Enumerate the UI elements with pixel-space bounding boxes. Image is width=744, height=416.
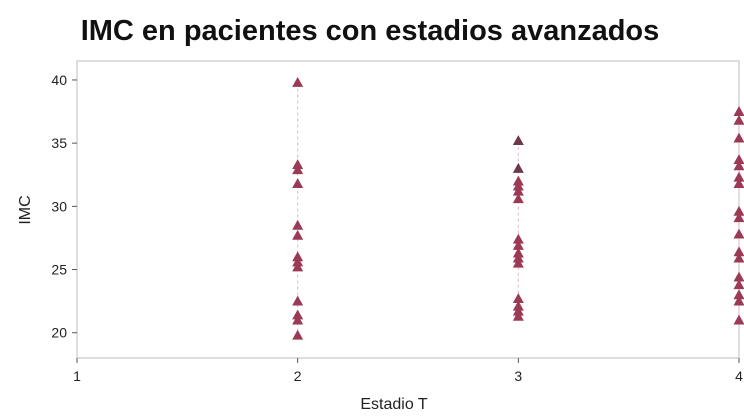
- data-point: [292, 256, 304, 267]
- data-point: [512, 247, 524, 258]
- data-point: [292, 329, 304, 340]
- chart-title: IMC en pacientes con estadios avanzados: [81, 15, 660, 47]
- y-tick-label: 40: [51, 72, 67, 88]
- data-point: [733, 114, 744, 125]
- data-point: [292, 261, 304, 272]
- data-point: [512, 175, 524, 186]
- data-point: [512, 252, 524, 263]
- data-point: [733, 205, 744, 216]
- data-point: [733, 154, 744, 164]
- data-point: [292, 251, 304, 262]
- data-points: [292, 76, 744, 340]
- data-point: [292, 295, 304, 306]
- data-point: [292, 309, 304, 320]
- data-point: [733, 271, 744, 282]
- data-point: [292, 178, 304, 188]
- data-point: [733, 246, 744, 257]
- data-point: [733, 212, 744, 223]
- data-point: [292, 229, 304, 240]
- y-tick-label: 30: [51, 198, 67, 214]
- data-point: [292, 159, 304, 170]
- y-tick-label: 20: [51, 325, 67, 341]
- data-point: [733, 314, 744, 325]
- data-point: [512, 293, 524, 303]
- data-point: [512, 305, 524, 316]
- data-point: [512, 257, 524, 268]
- data-point: [733, 228, 744, 239]
- data-point: [733, 295, 744, 306]
- data-point: [512, 193, 524, 204]
- x-tick-label: 3: [514, 368, 522, 384]
- data-point: [292, 76, 304, 87]
- data-point: [292, 164, 304, 175]
- data-point: [733, 132, 744, 143]
- x-tick-label: 1: [73, 368, 81, 384]
- data-point: [733, 279, 744, 290]
- data-point: [512, 162, 524, 173]
- x-tick-label: 4: [735, 368, 743, 384]
- data-point: [733, 289, 744, 300]
- y-axis-ticks: 20 25 30 35 40: [51, 72, 77, 341]
- data-point: [733, 171, 744, 182]
- data-point: [512, 240, 524, 250]
- y-tick-label: 35: [51, 135, 67, 151]
- data-point: [512, 185, 524, 196]
- x-axis-ticks: 1 2 3 4: [73, 358, 743, 384]
- data-point: [512, 180, 524, 191]
- data-point: [292, 314, 304, 325]
- data-point: [512, 310, 524, 321]
- data-point: [733, 178, 744, 188]
- x-axis-label: Estadio T: [360, 396, 428, 413]
- data-point: [292, 219, 304, 230]
- x-tick-label: 2: [294, 368, 302, 384]
- y-axis-label: IMC: [17, 195, 34, 224]
- data-point: [733, 160, 744, 171]
- y-tick-label: 25: [51, 262, 67, 278]
- data-point: [733, 106, 744, 116]
- data-point: [512, 233, 524, 244]
- data-point: [733, 252, 744, 263]
- data-point: [512, 135, 524, 146]
- data-point: [512, 300, 524, 311]
- plot-frame: [76, 60, 740, 359]
